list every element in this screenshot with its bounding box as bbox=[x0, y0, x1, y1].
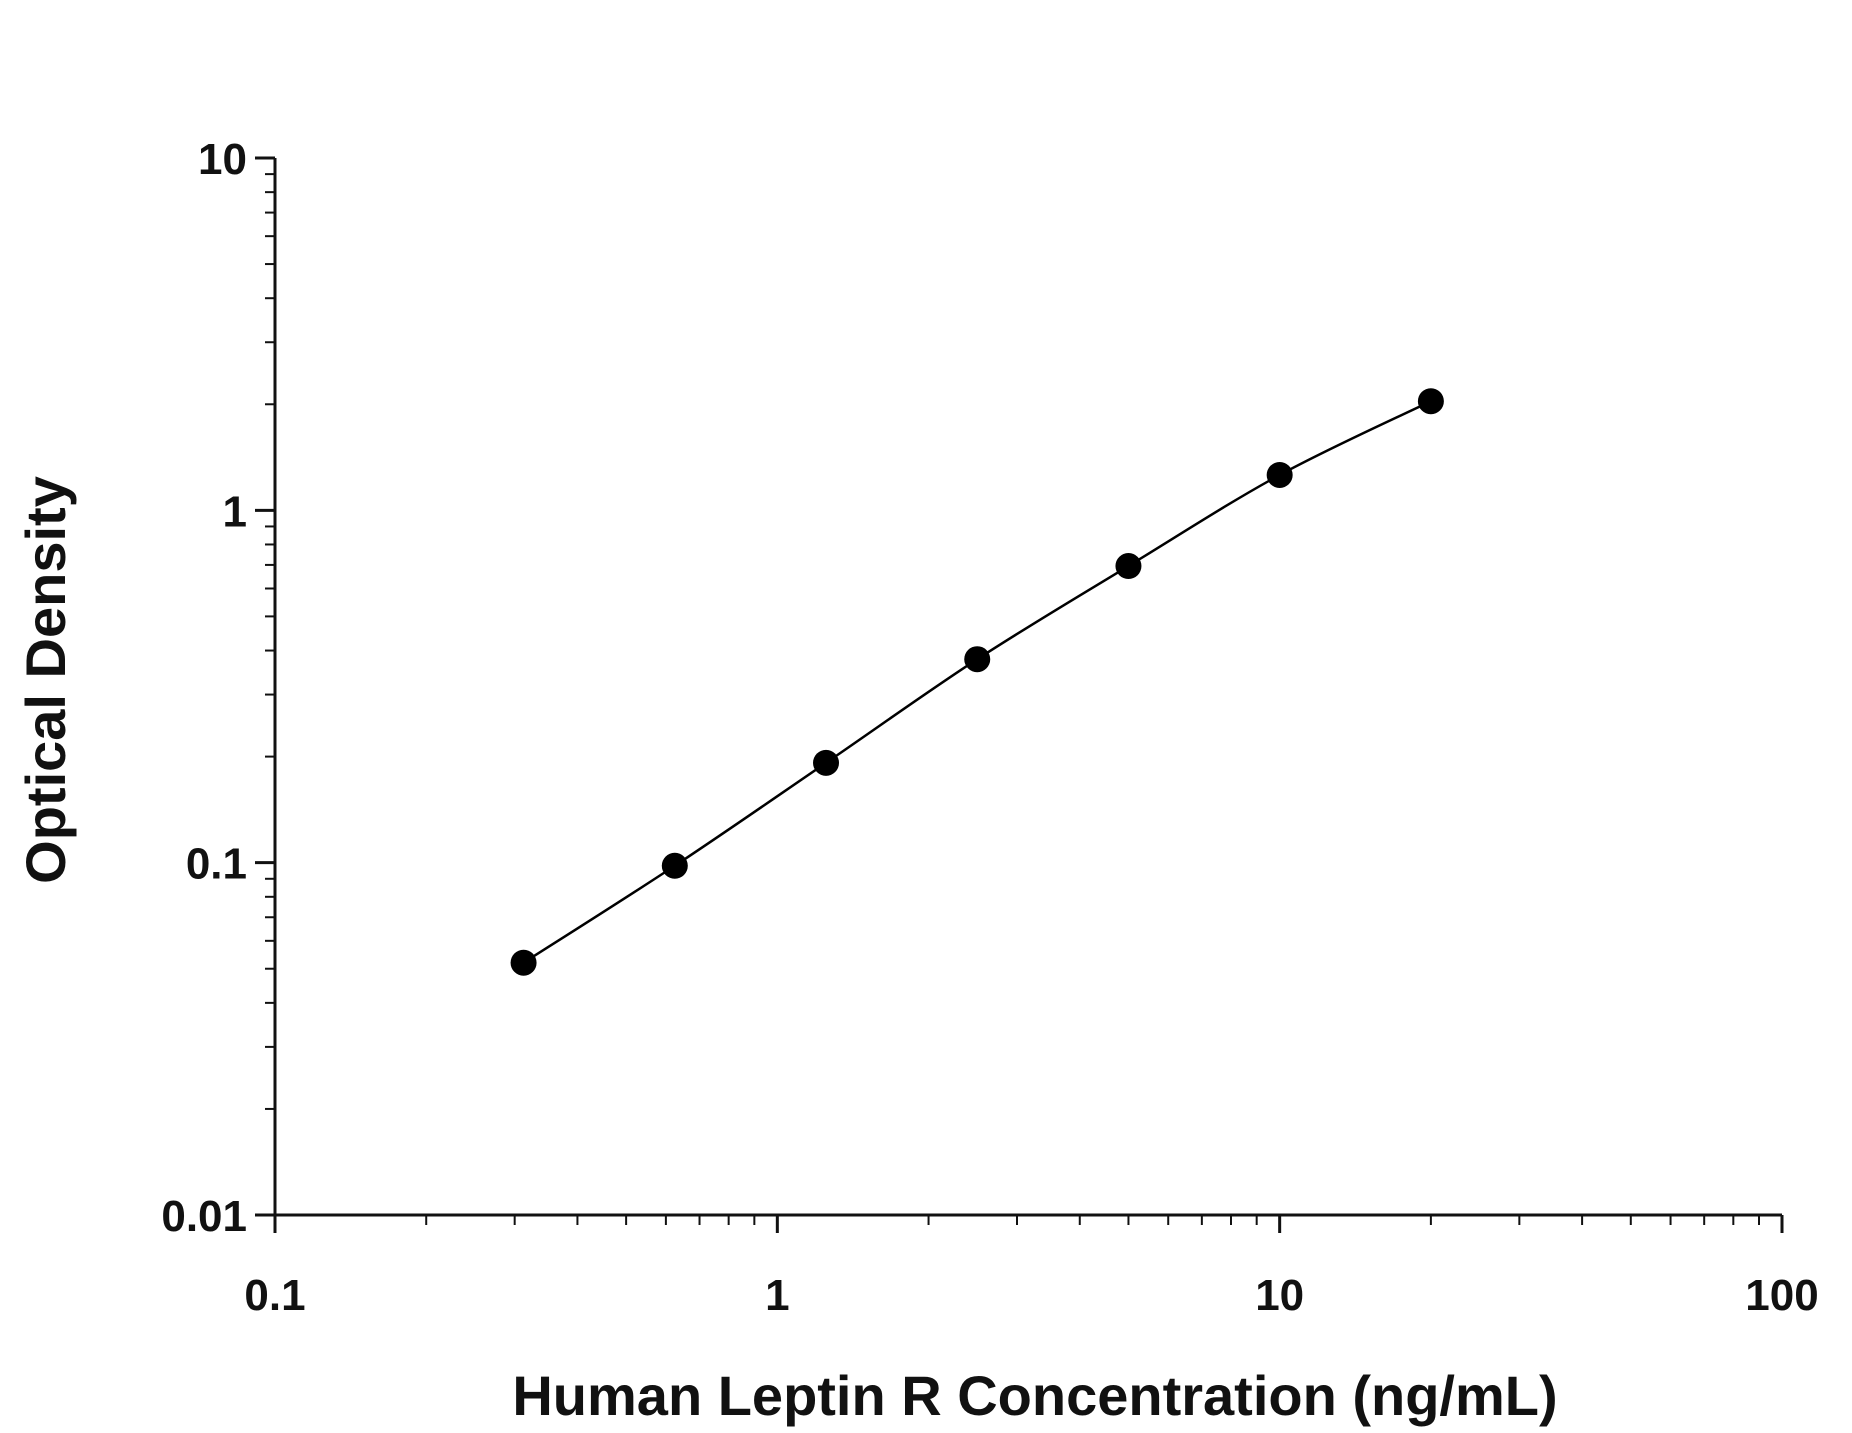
y-axis-title: Optical Density bbox=[14, 476, 77, 884]
y-tick-label: 10 bbox=[198, 135, 247, 184]
data-point bbox=[813, 749, 840, 776]
x-tick-label: 100 bbox=[1745, 1271, 1818, 1320]
data-point bbox=[964, 646, 991, 673]
data-points bbox=[510, 388, 1444, 976]
y-tick-labels: 0.01 0.1 1 10 bbox=[161, 135, 247, 1241]
data-point bbox=[510, 949, 537, 976]
x-tick-label: 10 bbox=[1255, 1271, 1304, 1320]
data-point bbox=[1417, 388, 1444, 415]
fit-curve bbox=[522, 400, 1432, 964]
x-axis-title: Human Leptin R Concentration (ng/mL) bbox=[512, 1364, 1557, 1427]
data-point bbox=[1266, 461, 1293, 488]
data-point bbox=[661, 852, 688, 879]
y-tick-label: 0.01 bbox=[161, 1192, 247, 1241]
axes bbox=[255, 156, 1784, 1233]
y-tick-label: 0.1 bbox=[186, 840, 247, 889]
fit-curve-line bbox=[522, 400, 1432, 964]
y-tick-label: 1 bbox=[223, 487, 247, 536]
data-point bbox=[1115, 553, 1142, 580]
x-tick-label: 1 bbox=[765, 1271, 789, 1320]
x-tick-label: 0.1 bbox=[244, 1271, 305, 1320]
x-tick-labels: 0.1 1 10 100 bbox=[244, 1271, 1818, 1320]
